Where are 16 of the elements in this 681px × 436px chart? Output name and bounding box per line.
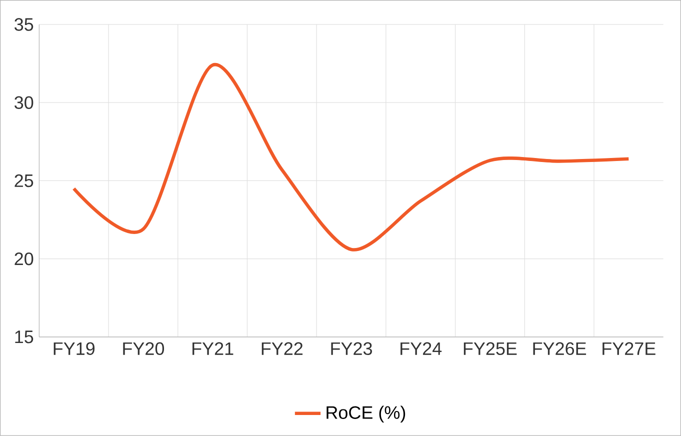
x-tick-label: FY26E xyxy=(533,342,586,356)
y-tick-label: 15 xyxy=(15,330,34,344)
y-tick-label: 25 xyxy=(14,174,34,188)
x-tick-label: FY20 xyxy=(123,342,164,356)
x-tick-label: FY24 xyxy=(400,342,442,355)
y-tick-label: 35 xyxy=(14,18,34,31)
x-tick-label: FY22 xyxy=(262,342,303,355)
line-series xyxy=(72,64,630,252)
legend-label: RoCE (%) xyxy=(326,406,406,423)
y-tick-label: 30 xyxy=(14,96,34,110)
x-tick-label: FY25E xyxy=(464,342,517,356)
y-tick-label: 20 xyxy=(14,252,34,266)
x-tick-label: FY23 xyxy=(331,342,372,356)
x-tick-label: FY27E xyxy=(602,342,656,355)
x-tick-label: FY19 xyxy=(54,342,95,356)
x-tick-label: FY21 xyxy=(192,342,234,355)
